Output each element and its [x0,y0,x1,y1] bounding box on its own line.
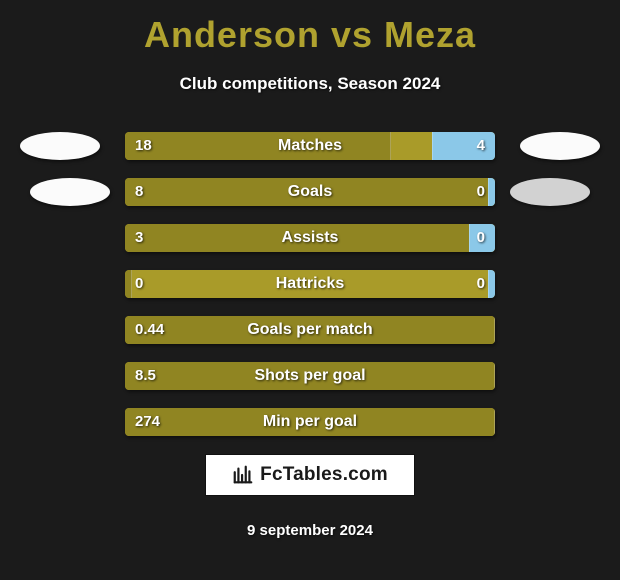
player-left-badge-2 [30,178,110,206]
subtitle: Club competitions, Season 2024 [0,74,620,94]
stats-zone: 184Matches 80Goals 30Assists 00Hattricks 0.4… [0,132,620,436]
branding-text: FcTables.com [260,464,388,486]
page-title: Anderson vs Meza [0,14,620,56]
stat-row: 184Matches [125,132,495,160]
branding-logo-icon [232,464,254,486]
stat-label: Min per goal [125,408,495,436]
stat-row: 30Assists [125,224,495,252]
branding-badge[interactable]: FcTables.com [205,454,415,496]
stat-row: 8.5Shots per goal [125,362,495,390]
player-left-badge-1 [20,132,100,160]
stat-row: 00Hattricks [125,270,495,298]
stat-label: Hattricks [125,270,495,298]
stat-label: Matches [125,132,495,160]
player-right-badge-1 [520,132,600,160]
stat-label: Shots per goal [125,362,495,390]
stat-row: 80Goals [125,178,495,206]
stat-label: Assists [125,224,495,252]
stat-row: 274Min per goal [125,408,495,436]
stat-label: Goals [125,178,495,206]
date-text: 9 september 2024 [0,522,620,539]
stat-row: 0.44Goals per match [125,316,495,344]
comparison-card: Anderson vs Meza Club competitions, Seas… [0,0,620,580]
player-right-badge-2 [510,178,590,206]
stat-rows: 184Matches 80Goals 30Assists 00Hattricks 0.4… [125,132,495,436]
stat-label: Goals per match [125,316,495,344]
